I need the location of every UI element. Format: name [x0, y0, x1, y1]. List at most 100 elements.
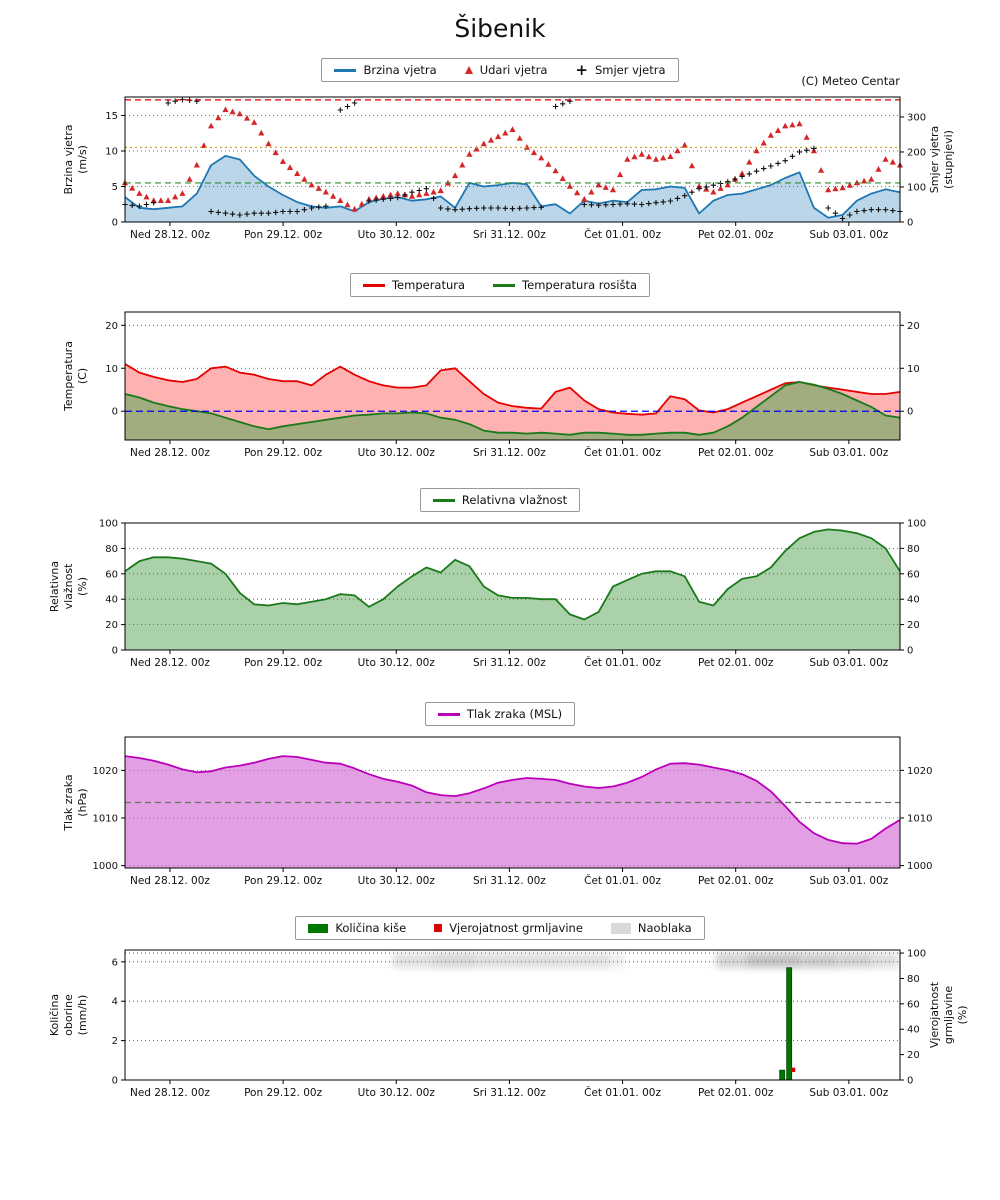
wind-gusts-marker	[552, 167, 559, 174]
x-tick-label: Uto 30.12. 00z	[358, 447, 436, 459]
x-tick-label: Pon 29.12. 00z	[244, 875, 322, 887]
line-swatch-icon	[362, 283, 385, 287]
legend-box: Tlak zraka (MSL)	[424, 702, 576, 726]
cloud-cover	[392, 953, 899, 968]
wind-direction-marker	[696, 186, 702, 192]
wind-direction-marker	[603, 202, 609, 208]
legend-label: Brzina vjetra	[363, 63, 437, 77]
wind-direction-marker	[301, 207, 308, 213]
wind-direction-marker	[682, 193, 688, 199]
relative-humidity-fill	[125, 529, 900, 650]
wind-direction-marker	[646, 200, 652, 207]
wind-direction-marker	[273, 209, 279, 216]
left-axis-title: Količina	[48, 994, 61, 1036]
wind-gusts-marker	[638, 151, 645, 157]
wind-gusts-marker	[186, 176, 193, 182]
y2-tick-label: 100	[907, 182, 926, 193]
y-tick-label: 1020	[93, 766, 118, 777]
left-axis-title: Relativna	[48, 561, 61, 612]
y2-tick-label: 300	[907, 112, 926, 123]
wind-gusts-marker	[387, 191, 394, 198]
wind-gusts-marker	[617, 171, 624, 178]
wind-gusts-marker	[265, 140, 272, 147]
wind-gusts-marker	[222, 106, 229, 113]
right-axis-title: (%)	[956, 1005, 969, 1024]
left-axis-title: (%)	[76, 577, 89, 596]
wind-direction-marker	[402, 192, 408, 198]
wind-speed-fill	[125, 155, 900, 222]
legend-box: Količina kiše Vjerojatnost grmljavine Naob…	[295, 916, 705, 940]
plot-border	[124, 96, 901, 223]
y2-tick-label: 80	[907, 544, 920, 555]
wind-gusts-marker	[839, 184, 846, 191]
x-tick-label: Ned 28.12. 00z	[130, 1087, 210, 1099]
wind-gusts-marker	[696, 183, 703, 189]
wind-gusts-marker	[272, 149, 279, 156]
cloud-band	[392, 953, 432, 968]
wind-direction-marker	[452, 207, 458, 213]
wind-direction-marker	[861, 207, 867, 214]
wind-gusts-marker	[437, 187, 444, 194]
y-tick-label: 6	[112, 957, 118, 968]
wind-gusts-marker	[466, 151, 473, 157]
legend-pressure: Tlak zraka (MSL)	[0, 702, 1000, 726]
x-tick-label: Sri 31.12. 00z	[473, 447, 546, 459]
left-axis-title: Tlak zraka	[62, 774, 75, 831]
humidity-chart: 0 20 40 60 80 100 0 20 40 60 80 100 Ned 28.12. 00z Po…	[48, 519, 926, 670]
wind-gusts-marker	[624, 156, 631, 162]
wind-gusts-marker	[136, 190, 143, 196]
wind-direction-marker	[710, 182, 717, 188]
square-swatch-icon	[434, 924, 443, 932]
y-tick-label: 0	[112, 218, 118, 229]
wind-gusts-marker	[129, 184, 136, 191]
wind-direction-marker	[416, 187, 422, 194]
wind-direction-marker	[488, 205, 494, 211]
x-tick-label: Čet 01.01. 00z	[584, 874, 661, 887]
wind-direction-marker	[237, 212, 243, 218]
y2-tick-label: 80	[907, 974, 920, 985]
wind-gusts-marker	[574, 189, 581, 196]
wind-gusts-markers	[121, 106, 904, 212]
wind-gusts-marker	[796, 120, 803, 127]
cloud-band	[745, 953, 804, 968]
wind-direction-marker	[732, 176, 738, 182]
wind-gusts-marker	[179, 190, 186, 196]
wind-direction-marker	[222, 210, 229, 216]
y-tick-label: 15	[105, 111, 118, 122]
cloud-band	[512, 953, 563, 968]
cloud-band	[803, 953, 838, 968]
wind-direction-marker	[208, 208, 214, 215]
bar-swatch-icon	[308, 923, 329, 933]
x-tick-label: Pet 02.01. 00z	[698, 657, 774, 669]
y2-tick-label: 0	[907, 218, 913, 229]
legend-label: Relativna vlažnost	[461, 493, 568, 507]
wind-gusts-marker	[208, 122, 215, 129]
wind-direction-marker	[761, 165, 767, 172]
wind-direction-marker	[538, 204, 544, 210]
line-swatch-icon	[432, 498, 455, 502]
patch-swatch-icon	[610, 922, 631, 934]
legend-item: Vjerojatnost grmljavine	[434, 921, 583, 935]
rain-amount-bar	[779, 1069, 786, 1081]
wind-direction-marker	[552, 103, 559, 110]
wind-direction-marker	[753, 168, 760, 174]
legend-item: Temperatura rosišta	[493, 278, 637, 292]
y-tick-label: 1010	[93, 813, 118, 824]
wind-gusts-marker	[832, 185, 839, 192]
wind-direction-marker	[481, 205, 487, 211]
x-tick-label: Ned 28.12. 00z	[130, 875, 210, 887]
wind-direction-marker	[847, 212, 853, 218]
wind-gusts-marker	[538, 154, 545, 161]
y-tick-label: 60	[105, 569, 118, 580]
wind-gusts-marker	[509, 126, 516, 132]
wind-gusts-marker	[172, 193, 179, 200]
cloud-band	[609, 953, 625, 968]
wind-gusts-marker	[825, 186, 832, 193]
wind-direction-marker	[854, 208, 860, 215]
right-axis-title: grmljavine	[942, 986, 955, 1044]
y2-tick-label: 100	[907, 949, 926, 960]
wind-gusts-marker	[330, 193, 337, 199]
wind-direction-marker	[229, 211, 236, 217]
legend-label: Udari vjetra	[479, 63, 548, 77]
wind-direction-marker	[344, 103, 351, 110]
